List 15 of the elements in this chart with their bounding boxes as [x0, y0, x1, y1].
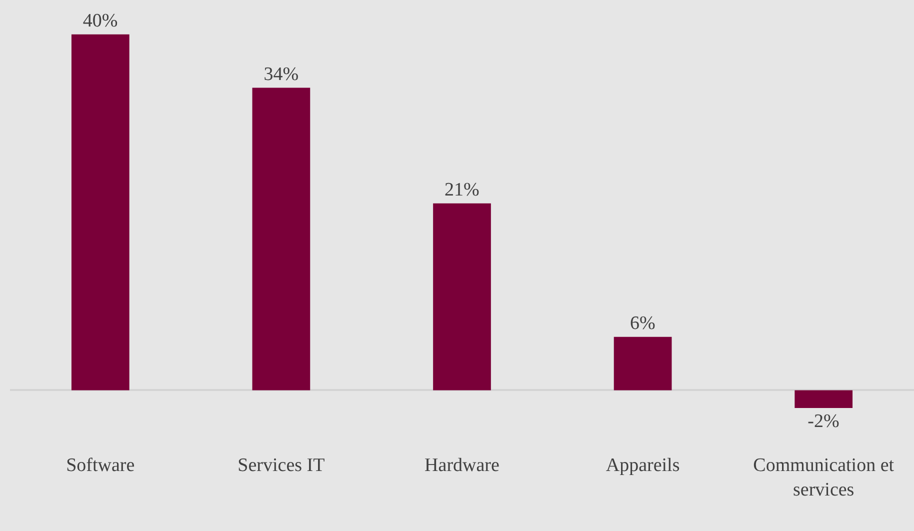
- bar: [433, 203, 491, 390]
- bar: [252, 88, 310, 390]
- data-label: 34%: [264, 64, 299, 85]
- x-tick-label: Services IT: [238, 455, 326, 476]
- x-tick-label: Hardware: [424, 455, 500, 476]
- x-tick-label: Software: [66, 455, 135, 476]
- x-tick-label: Appareils: [606, 455, 680, 476]
- data-label: 6%: [630, 312, 656, 334]
- data-label: 40%: [82, 10, 118, 32]
- bar: [614, 336, 672, 390]
- data-label: 21%: [444, 179, 480, 200]
- bar: [794, 390, 853, 408]
- bar: [71, 34, 130, 390]
- x-tick-label: Communication et services: [753, 455, 895, 501]
- data-label: -2%: [808, 411, 840, 432]
